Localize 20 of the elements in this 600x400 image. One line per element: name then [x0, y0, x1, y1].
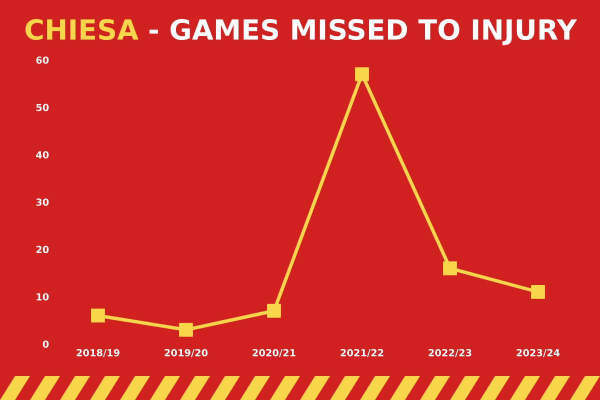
y-tick-label: 0: [42, 340, 49, 348]
point: [267, 304, 281, 318]
y-tick-label: 10: [36, 293, 49, 300]
y-tick-label: 40: [36, 151, 49, 158]
chart-title: CHIESA - GAMES MISSED TO INJURY: [26, 19, 578, 46]
y-tick-label: 20: [36, 246, 49, 254]
x-tick-label: 2022/23: [428, 349, 472, 358]
x-tick-label: 2021/22: [340, 349, 384, 358]
x-tick-label: 2018/19: [76, 349, 120, 358]
y-tick-label: 60: [36, 56, 49, 64]
point: [531, 284, 545, 299]
y-tick-label: 50: [36, 104, 49, 112]
x-tick-label: 2020/21: [252, 349, 296, 358]
x-tick-label: 2019/20: [164, 349, 208, 358]
point: [355, 67, 369, 82]
y-tick-label: 30: [36, 198, 49, 206]
point: [443, 261, 457, 276]
point: [91, 308, 105, 323]
x-tick-label: 2023/24: [516, 349, 560, 358]
point: [179, 322, 193, 337]
